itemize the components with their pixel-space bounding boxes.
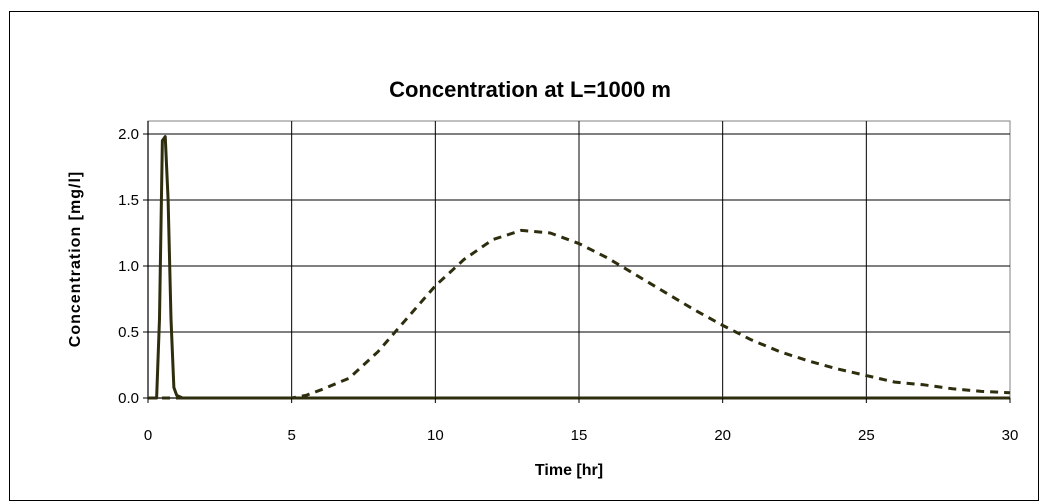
y-tick-label: 1.0 (118, 258, 139, 275)
y-tick-label: 0.0 (118, 390, 139, 407)
x-tick-label: 30 (1002, 427, 1019, 444)
x-tick-label: 5 (287, 427, 295, 444)
x-tick-label: 0 (144, 427, 152, 444)
x-axis-label: Time [hr] (535, 462, 603, 479)
x-tick-label: 10 (427, 427, 444, 444)
x-tick-label: 15 (571, 427, 588, 444)
series-layer (148, 135, 1011, 400)
y-tick-label: 2.0 (118, 126, 139, 143)
chart-title: Concentration at L=1000 m (389, 77, 671, 102)
x-tick-label: 20 (714, 427, 731, 444)
series-line-dashed-1 (148, 228, 1011, 400)
x-axis-ticks: 0 5 10 15 20 25 30 (144, 398, 1019, 444)
x-tick-label: 25 (858, 427, 875, 444)
y-axis-label: Concentration [mg/l] (67, 171, 84, 347)
y-axis-ticks: 0.0 0.5 1.0 1.5 2.0 (118, 126, 148, 407)
y-tick-label: 1.5 (118, 192, 139, 209)
y-tick-label: 0.5 (118, 324, 139, 341)
